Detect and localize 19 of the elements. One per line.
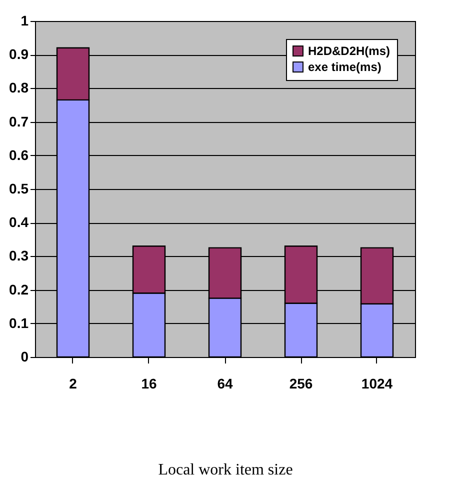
y-tick-label: 1 (20, 12, 29, 28)
y-tick-label: 0.3 (9, 248, 29, 264)
x-tick-label: 1024 (361, 376, 393, 392)
y-tick-label: 0.9 (9, 46, 29, 62)
y-tick-label: 0.4 (9, 214, 29, 230)
y-tick-label: 0.7 (9, 113, 29, 130)
legend-label: exe time(ms) (308, 60, 382, 74)
x-axis-title: Local work item size (158, 462, 293, 478)
x-tick-label: 64 (217, 376, 233, 392)
x-tick-label: 16 (141, 376, 157, 392)
y-tick-label: 0.8 (9, 80, 29, 96)
y-tick-label: 0.1 (9, 314, 29, 331)
y-tick-label: 0.2 (9, 281, 29, 298)
y-tick-label: 0 (20, 348, 29, 364)
x-tick-label: 2 (69, 376, 78, 392)
x-tick-label: 256 (289, 376, 313, 392)
y-tick-label: 0.5 (9, 180, 29, 196)
legend-label: H2D&D2H(ms) (308, 44, 390, 58)
y-tick-label: 0.6 (9, 146, 29, 163)
